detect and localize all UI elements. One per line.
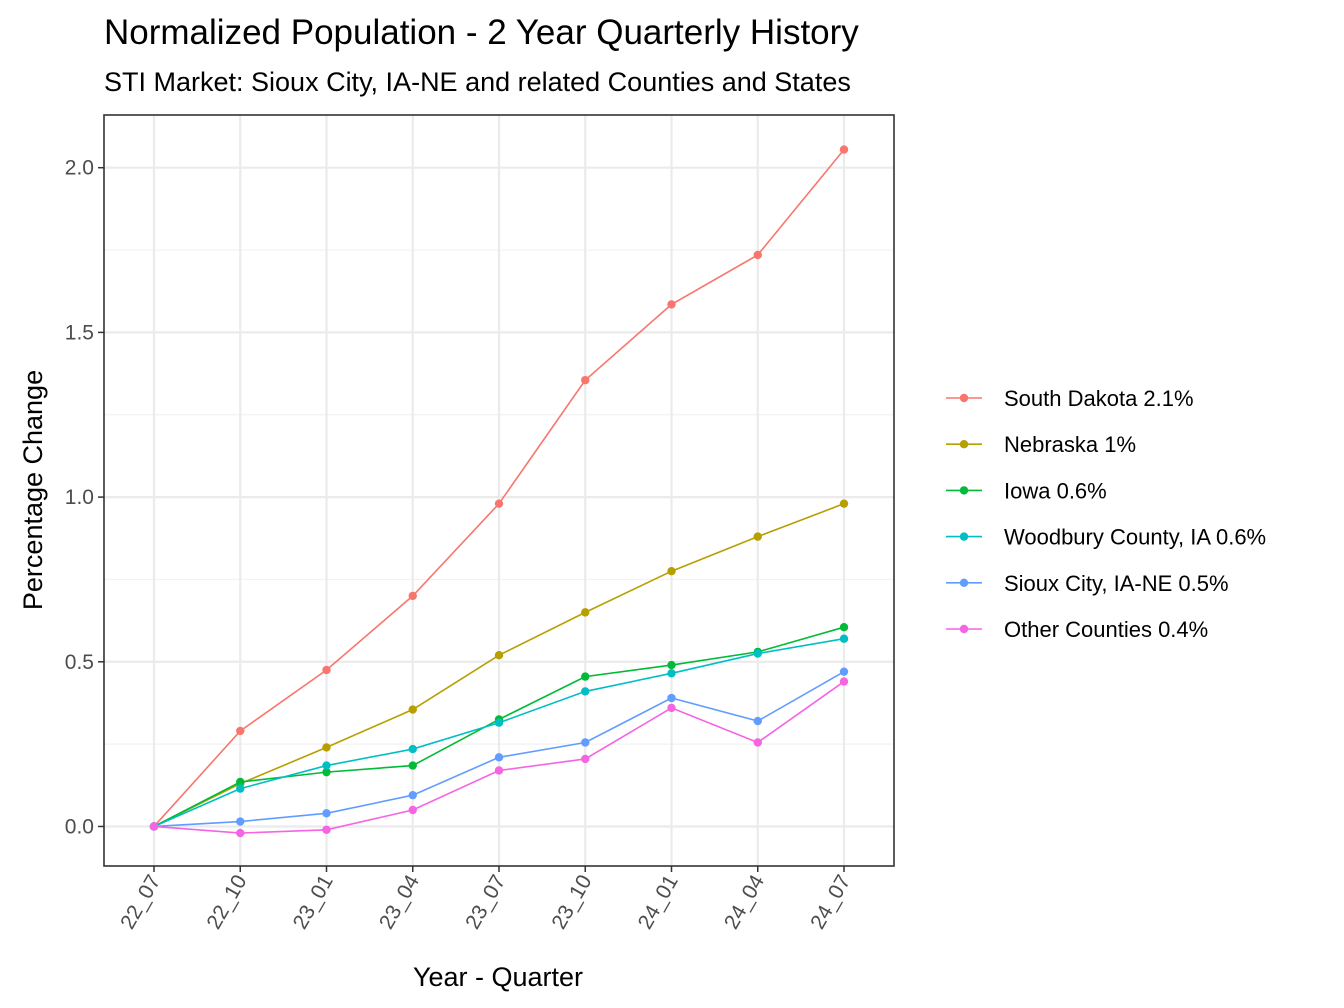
x-tick-label: 22_10 xyxy=(202,871,251,933)
data-point xyxy=(667,669,676,678)
chart-subtitle: STI Market: Sioux City, IA-NE and relate… xyxy=(104,67,851,97)
data-point xyxy=(494,718,504,727)
data-point xyxy=(408,805,417,815)
data-point xyxy=(581,672,590,681)
series xyxy=(149,634,849,831)
data-point xyxy=(581,687,590,696)
data-point xyxy=(236,784,245,793)
data-point xyxy=(494,753,504,762)
data-point xyxy=(236,828,245,838)
data-point xyxy=(322,743,331,752)
data-point xyxy=(839,634,849,643)
y-tick-label: 2.0 xyxy=(65,157,94,180)
data-point xyxy=(581,608,590,617)
x-tick-label: 24_07 xyxy=(806,871,855,933)
data-point xyxy=(322,809,331,818)
legend-key-point xyxy=(959,393,969,403)
data-point xyxy=(839,499,849,508)
data-point xyxy=(753,738,762,747)
data-point xyxy=(753,716,762,726)
data-point xyxy=(753,532,762,541)
data-point xyxy=(667,660,676,670)
y-tick-label: 1.5 xyxy=(65,321,94,344)
legend-label: South Dakota 2.1% xyxy=(1004,386,1194,411)
x-tick-label: 22_07 xyxy=(116,871,165,933)
data-point xyxy=(236,726,245,736)
data-point xyxy=(494,766,504,775)
data-point xyxy=(667,693,676,703)
legend-item: Iowa 0.6% xyxy=(946,478,1107,503)
data-point xyxy=(581,754,590,764)
y-tick-label: 0.0 xyxy=(65,815,94,838)
data-point xyxy=(581,738,590,747)
x-tick-label: 24_01 xyxy=(634,871,683,933)
data-point xyxy=(494,650,504,660)
legend-item: Nebraska 1% xyxy=(946,432,1136,457)
legend: South Dakota 2.1% Nebraska 1% Iowa 0.6% Woo… xyxy=(946,386,1266,642)
data-point xyxy=(667,566,676,576)
legend-key-point xyxy=(959,486,969,495)
legend-key-point xyxy=(959,440,969,449)
data-point xyxy=(408,591,417,601)
x-tick-label: 23_04 xyxy=(375,871,424,933)
x-tick-label: 23_10 xyxy=(547,871,596,933)
data-point xyxy=(667,703,676,713)
panel-border xyxy=(103,114,895,867)
data-point xyxy=(408,744,417,754)
data-point xyxy=(408,761,417,770)
legend-item: South Dakota 2.1% xyxy=(946,386,1194,411)
legend-label: Iowa 0.6% xyxy=(1004,478,1107,503)
chart-title: Normalized Population - 2 Year Quarterly… xyxy=(104,13,859,52)
data-point xyxy=(322,767,331,777)
x-tick-label: 23_01 xyxy=(289,871,338,933)
legend-item: Woodbury County, IA 0.6% xyxy=(946,525,1266,550)
data-point xyxy=(753,649,762,658)
series xyxy=(149,677,849,838)
legend-label: Nebraska 1% xyxy=(1004,432,1136,457)
data-point xyxy=(149,822,159,831)
data-point xyxy=(753,250,762,260)
data-point xyxy=(408,790,417,800)
data-point xyxy=(839,145,849,154)
y-tick-label: 0.5 xyxy=(65,651,94,674)
legend-key-point xyxy=(959,578,969,587)
data-point xyxy=(494,499,504,508)
data-point xyxy=(839,622,849,632)
legend-item: Other Counties 0.4% xyxy=(946,617,1208,642)
data-point xyxy=(839,667,849,676)
data-point xyxy=(839,677,849,686)
data-point xyxy=(322,665,331,675)
legend-key-point xyxy=(959,532,969,541)
data-point xyxy=(236,777,245,787)
data-point xyxy=(322,825,331,834)
x-axis-title: Year - Quarter xyxy=(413,962,583,992)
data-point xyxy=(581,375,590,385)
plot-area: 0.0 0.5 1.0 1.5 2.0 22_07 22_10 23_01 23_04 23_07… xyxy=(65,114,895,933)
legend-label: Woodbury County, IA 0.6% xyxy=(1004,525,1266,550)
data-point xyxy=(236,817,245,826)
data-point xyxy=(322,761,331,770)
y-tick-label: 1.0 xyxy=(65,486,94,509)
legend-item: Sioux City, IA-NE 0.5% xyxy=(946,571,1229,596)
legend-label: Other Counties 0.4% xyxy=(1004,617,1208,642)
data-point xyxy=(667,300,676,309)
legend-key-point xyxy=(959,624,969,634)
legend-label: Sioux City, IA-NE 0.5% xyxy=(1004,571,1229,596)
x-tick-label: 23_07 xyxy=(461,871,510,933)
x-tick-label: 24_04 xyxy=(720,871,769,933)
y-axis-title: Percentage Change xyxy=(18,370,48,610)
data-point xyxy=(408,705,417,714)
